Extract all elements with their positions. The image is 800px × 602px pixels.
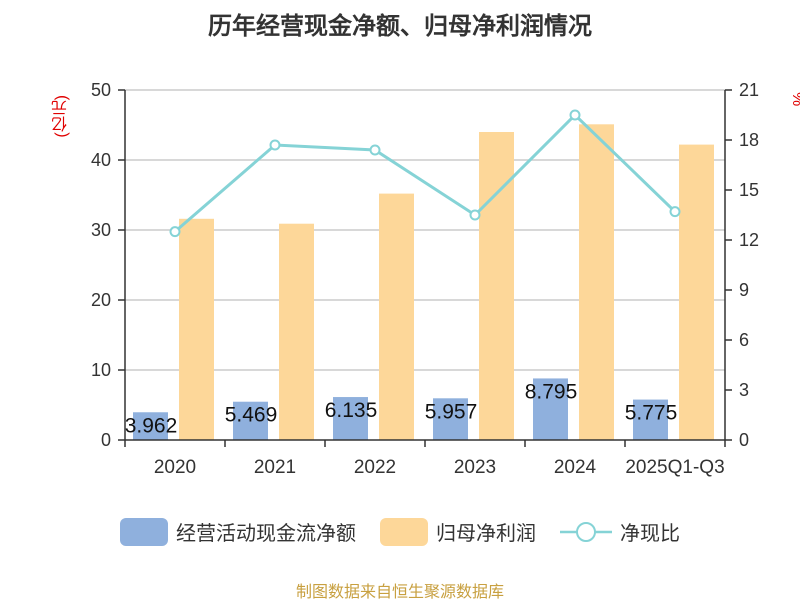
x-tick-label: 2025Q1-Q3 xyxy=(625,457,724,478)
right-axis-unit: % xyxy=(789,92,800,107)
legend-swatch-net-profit xyxy=(380,517,428,546)
y-right-tick-label: 3 xyxy=(739,380,749,400)
point-cash-ratio xyxy=(169,226,181,238)
x-tick-label: 2020 xyxy=(154,457,196,478)
x-tick-label: 2023 xyxy=(454,457,496,478)
bar-operating-cashflow xyxy=(433,398,468,440)
x-tick-label: 2024 xyxy=(554,457,597,478)
point-cash-ratio xyxy=(569,109,581,121)
bar-operating-cashflow xyxy=(133,412,168,440)
legend-item-operating-cashflow[interactable]: 经营活动现金流净额 xyxy=(120,517,356,546)
point-cash-ratio xyxy=(269,139,281,151)
bar-net-profit xyxy=(579,124,614,441)
point-cash-ratio xyxy=(369,144,381,156)
line-cash-ratio xyxy=(174,112,677,233)
y-left-tick-label: 40 xyxy=(91,150,111,170)
point-cash-ratio xyxy=(669,206,681,218)
y-left-tick-label: 50 xyxy=(91,80,111,100)
y-left-tick-label: 30 xyxy=(91,220,111,240)
legend-swatch-cash-ratio xyxy=(560,521,612,542)
legend-label-net-profit: 归母净利润 xyxy=(436,523,536,545)
bar-operating-cashflow xyxy=(233,401,268,440)
legend-label-cash-ratio: 净现比 xyxy=(620,523,680,545)
data-source-note: 制图数据来自恒生聚源数据库 xyxy=(295,584,504,601)
y-left-tick-label: 20 xyxy=(91,290,111,310)
x-tick-label: 2021 xyxy=(254,457,296,478)
data-label-operating-cashflow: 6.135 xyxy=(325,399,378,422)
y-right-tick-label: 21 xyxy=(739,80,759,100)
bar-net-profit xyxy=(379,193,414,440)
bar-operating-cashflow xyxy=(533,378,568,440)
legend-label-operating-cashflow: 经营活动现金流净额 xyxy=(176,523,356,545)
bar-operating-cashflow xyxy=(333,397,368,440)
y-left-tick-label: 10 xyxy=(91,360,111,380)
y-left-tick-label: 0 xyxy=(101,430,111,450)
chart-title: 历年经营现金净额、归母净利润情况 xyxy=(208,13,592,40)
y-right-tick-label: 0 xyxy=(739,430,749,450)
y-right-tick-label: 18 xyxy=(739,130,759,150)
bar-net-profit xyxy=(279,223,314,440)
bar-net-profit xyxy=(479,132,514,440)
bar-net-profit xyxy=(179,218,214,440)
y-right-tick-label: 6 xyxy=(739,330,749,350)
bar-net-profit xyxy=(679,144,714,440)
data-label-operating-cashflow: 8.795 xyxy=(525,380,578,403)
legend-item-net-profit[interactable]: 归母净利润 xyxy=(380,517,536,546)
legend: 经营活动现金流净额 归母净利润 净现比 xyxy=(0,517,800,546)
legend-item-cash-ratio[interactable]: 净现比 xyxy=(560,517,680,546)
point-cash-ratio xyxy=(469,209,481,221)
data-label-operating-cashflow: 5.469 xyxy=(225,404,278,427)
y-right-tick-label: 15 xyxy=(739,180,759,200)
legend-swatch-operating-cashflow xyxy=(120,517,168,546)
y-right-tick-label: 9 xyxy=(739,280,749,300)
bar-operating-cashflow xyxy=(633,399,668,440)
y-right-tick-label: 12 xyxy=(739,230,759,250)
data-label-operating-cashflow: 5.775 xyxy=(625,402,678,425)
x-tick-label: 2022 xyxy=(354,457,396,478)
data-label-operating-cashflow: 5.957 xyxy=(425,400,478,423)
data-label-operating-cashflow: 3.962 xyxy=(125,414,178,437)
